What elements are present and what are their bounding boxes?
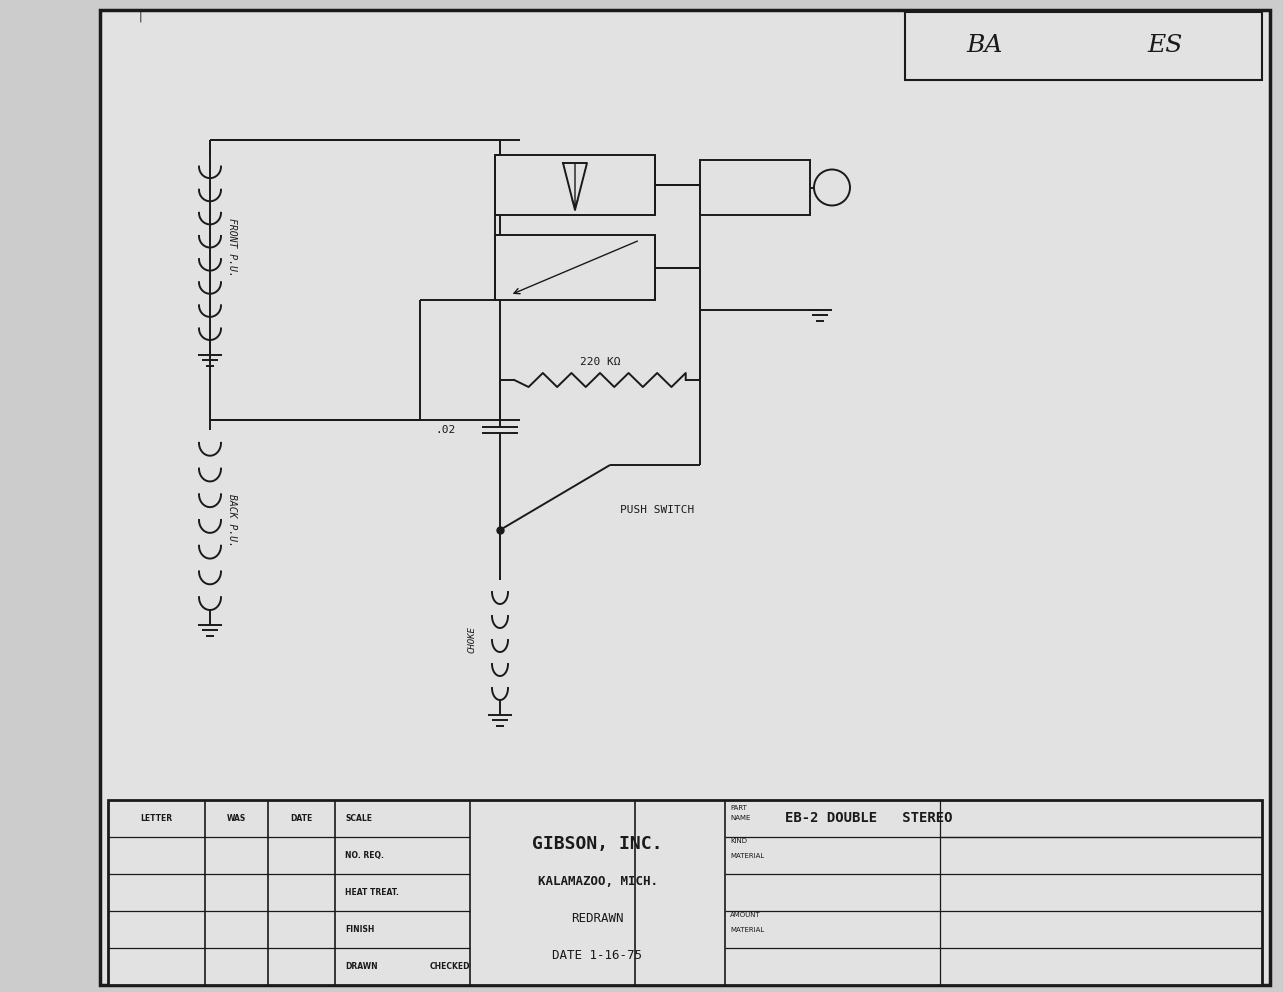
Text: MATERIAL: MATERIAL bbox=[730, 927, 765, 932]
Text: NO. REQ.: NO. REQ. bbox=[345, 851, 384, 860]
Text: MATERIAL: MATERIAL bbox=[730, 852, 765, 858]
Text: AMOUNT: AMOUNT bbox=[730, 912, 761, 918]
Text: BA: BA bbox=[967, 35, 1003, 58]
Bar bbox=[108, 800, 1262, 985]
Text: WAS: WAS bbox=[226, 814, 245, 823]
Text: CHECKED: CHECKED bbox=[430, 962, 471, 971]
Text: CHOKE: CHOKE bbox=[467, 627, 476, 654]
Text: FINISH: FINISH bbox=[345, 925, 375, 934]
Bar bbox=[701, 160, 810, 215]
Text: GIBSON, INC.: GIBSON, INC. bbox=[532, 835, 663, 853]
Text: SCALE: SCALE bbox=[345, 814, 372, 823]
Bar bbox=[495, 155, 656, 215]
Bar bbox=[495, 235, 656, 300]
Text: 220 KΩ: 220 KΩ bbox=[580, 357, 620, 367]
Text: NAME: NAME bbox=[730, 815, 751, 821]
Text: EB-2 DOUBLE   STEREO: EB-2 DOUBLE STEREO bbox=[785, 811, 952, 825]
Text: KIND: KIND bbox=[730, 837, 747, 844]
Text: .02: .02 bbox=[435, 425, 455, 435]
Text: DATE 1-16-75: DATE 1-16-75 bbox=[553, 949, 643, 962]
Text: REDRAWN: REDRAWN bbox=[571, 912, 624, 925]
Text: ES: ES bbox=[1147, 35, 1183, 58]
Text: |: | bbox=[139, 12, 142, 23]
Text: DRAWN: DRAWN bbox=[345, 962, 377, 971]
Text: HEAT TREAT.: HEAT TREAT. bbox=[345, 888, 399, 897]
Text: KALAMAZOO, MICH.: KALAMAZOO, MICH. bbox=[538, 875, 657, 888]
Text: FRONT P.U.: FRONT P.U. bbox=[227, 218, 237, 277]
Bar bbox=[905, 12, 1262, 80]
Text: LETTER: LETTER bbox=[140, 814, 172, 823]
Text: PUSH SWITCH: PUSH SWITCH bbox=[620, 505, 694, 515]
Text: BACK P.U.: BACK P.U. bbox=[227, 494, 237, 547]
Text: DATE: DATE bbox=[290, 814, 312, 823]
Text: PART: PART bbox=[730, 805, 747, 811]
